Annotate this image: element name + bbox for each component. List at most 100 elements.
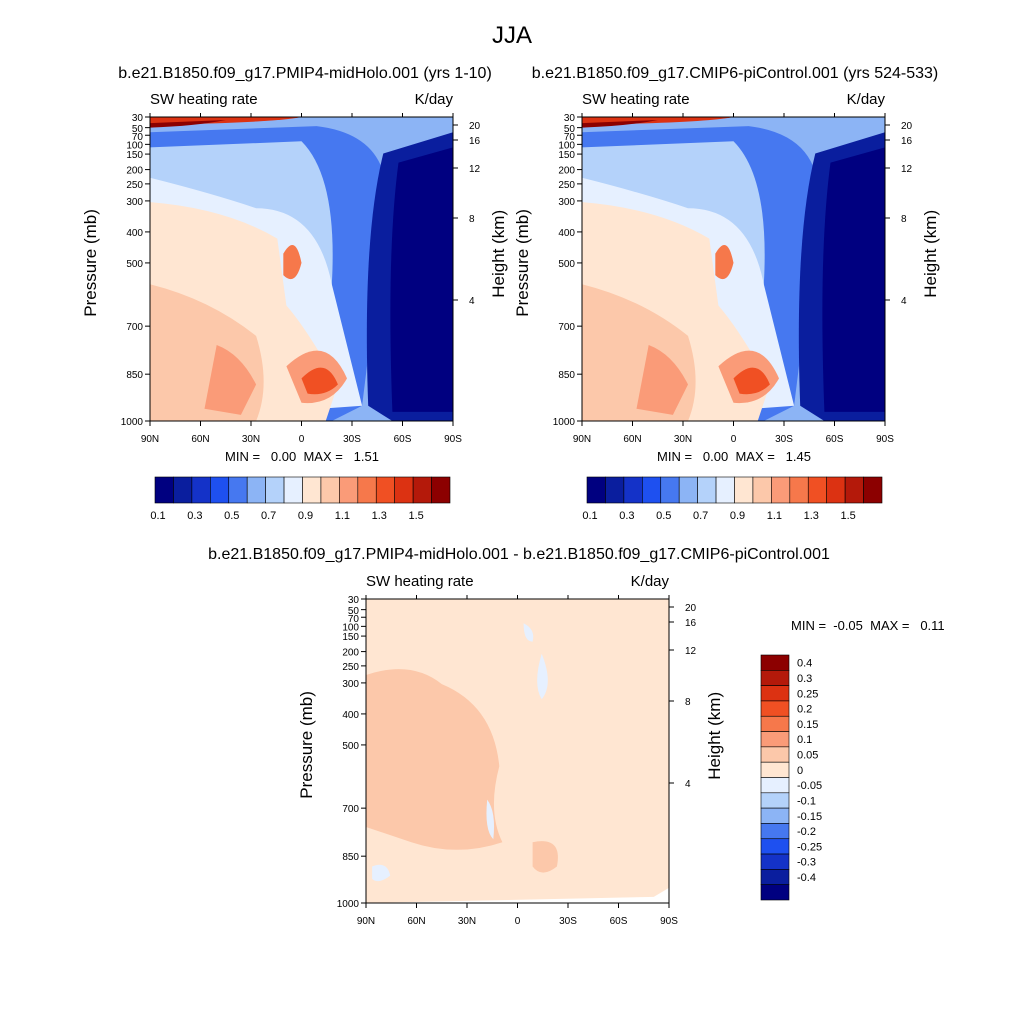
- colorbar-swatch: [623, 476, 643, 504]
- colorbar-label: -0.1: [797, 795, 816, 807]
- y-tick-label: 30: [348, 595, 360, 606]
- colorbar-swatch: [431, 476, 451, 504]
- contour-region: [733, 367, 770, 395]
- panel-left-label: SW heating rate: [582, 91, 690, 108]
- y-right-tick-label: 4: [469, 296, 475, 307]
- y-tick-label: 850: [126, 370, 143, 381]
- y-tick-label: 400: [558, 228, 575, 239]
- x-tick-label: 60S: [826, 434, 844, 445]
- x-tick-label: 60N: [623, 434, 641, 445]
- y-tick-label: 150: [126, 150, 143, 161]
- y-tick-label: 700: [558, 322, 575, 333]
- y-tick-label: 30: [564, 113, 576, 124]
- y-tick-label: 700: [342, 804, 359, 815]
- y-tick-label: 300: [126, 197, 143, 208]
- y-tick-label: 70: [564, 132, 576, 143]
- contour-region: [204, 345, 257, 415]
- colorbar-label: 0.5: [656, 510, 671, 522]
- colorbar-label: 1.3: [372, 510, 387, 522]
- colorbar-swatch: [375, 476, 395, 504]
- colorbar-swatch: [752, 476, 772, 504]
- y-right-tick-label: 12: [469, 164, 481, 175]
- colorbar-label: -0.2: [797, 826, 816, 838]
- colorbar-label: 0.4: [797, 658, 812, 670]
- contour-region: [582, 120, 658, 128]
- panel-right-label: K/day: [631, 573, 670, 590]
- colorbar-label: 0.05: [797, 750, 818, 762]
- colorbar-label: 0.1: [797, 734, 812, 746]
- y-tick-label: 70: [132, 132, 144, 143]
- panel-title: b.e21.B1850.f09_g17.PMIP4-midHolo.001 - …: [208, 546, 830, 563]
- y-tick-label: 1000: [553, 417, 576, 428]
- y-tick-label: 100: [126, 140, 143, 151]
- colorbar-swatch: [760, 670, 790, 686]
- colorbar-swatch: [228, 476, 248, 504]
- colorbar-swatch: [863, 476, 883, 504]
- colorbar-swatch: [760, 761, 790, 778]
- colorbar-swatch: [760, 777, 790, 794]
- y-right-axis-title: Height (km): [489, 210, 508, 298]
- colorbar-label: 0.7: [693, 510, 708, 522]
- colorbar-label: 0.2: [797, 704, 812, 716]
- x-tick-label: 0: [731, 434, 737, 445]
- y-tick-label: 150: [342, 632, 359, 643]
- y-right-tick-label: 12: [685, 646, 697, 657]
- colorbar-swatch: [320, 476, 340, 504]
- x-tick-label: 90N: [141, 434, 159, 445]
- x-tick-label: 60S: [610, 916, 628, 927]
- y-right-tick-label: 4: [685, 779, 691, 790]
- contour-field: [582, 117, 885, 421]
- panel-left-label: SW heating rate: [150, 91, 258, 108]
- colorbar: 0.1 0.3 0.5 0.7 0.9 1.1 1.3 1.5: [582, 476, 883, 522]
- y-right-axis-title: Height (km): [705, 692, 724, 780]
- y-tick-label: 200: [126, 166, 143, 177]
- colorbar-swatch: [246, 476, 266, 504]
- y-tick-label: 500: [558, 259, 575, 270]
- colorbar-swatch: [191, 476, 211, 504]
- colorbar-swatch: [586, 476, 606, 504]
- colorbar-swatch: [760, 731, 790, 748]
- colorbar-swatch: [760, 746, 790, 763]
- x-tick-label: 30N: [458, 916, 476, 927]
- colorbar-label: 1.3: [804, 510, 819, 522]
- x-tick-label: 90S: [444, 434, 462, 445]
- y-tick-label: 300: [342, 679, 359, 690]
- y-tick-label: 50: [132, 124, 144, 135]
- contour-region: [822, 147, 885, 412]
- colorbar-swatch: [283, 476, 303, 504]
- y-tick-label: 200: [558, 166, 575, 177]
- x-tick-label: 0: [515, 916, 521, 927]
- colorbar-swatch: [771, 476, 791, 504]
- colorbar-swatch: [678, 476, 698, 504]
- x-tick-label: 90N: [573, 434, 591, 445]
- y-right-axis-title: Height (km): [921, 210, 940, 298]
- contour-region: [301, 367, 338, 395]
- contour-region: [390, 147, 453, 412]
- contour-region: [537, 653, 548, 700]
- colorbar-swatch: [760, 823, 790, 840]
- colorbar-label: 0.5: [224, 510, 239, 522]
- colorbar-label: -0.25: [797, 841, 822, 853]
- colorbar: 0.4 0.3 0.25 0.2 0.15 0.1 0.05 0 -0.05 -0.1 -0.15 -…: [760, 654, 822, 901]
- y-tick-label: 1000: [337, 899, 360, 910]
- colorbar-swatch: [826, 476, 846, 504]
- contour-region: [372, 864, 391, 882]
- y-right-tick-label: 20: [685, 603, 697, 614]
- y-tick-label: 50: [564, 124, 576, 135]
- y-right-tick-label: 16: [901, 136, 913, 147]
- x-tick-label: 60S: [394, 434, 412, 445]
- colorbar-swatch: [760, 853, 790, 870]
- colorbar-swatch: [660, 476, 680, 504]
- y-right-tick-label: 8: [469, 214, 475, 225]
- y-tick-label: 500: [342, 741, 359, 752]
- y-right-tick-label: 8: [685, 697, 691, 708]
- colorbar-swatch: [715, 476, 735, 504]
- colorbar-swatch: [302, 476, 322, 504]
- y-tick-label: 250: [342, 662, 359, 673]
- contour-region: [150, 120, 226, 128]
- colorbar-swatch: [760, 700, 790, 717]
- colorbar-swatch: [339, 476, 359, 504]
- y-tick-label: 150: [558, 150, 575, 161]
- panel-right-label: K/day: [847, 91, 886, 108]
